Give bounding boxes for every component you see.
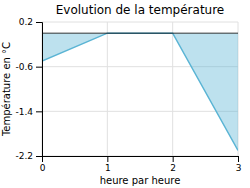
tick: 0.2 <box>19 17 42 27</box>
y-axis-title: Température en °C <box>1 42 12 137</box>
x-axis: 0 1 2 3 <box>40 156 242 173</box>
tick-mark <box>107 156 108 162</box>
title: Evolution de la température <box>56 3 225 17</box>
axis-line <box>36 23 43 157</box>
marks <box>42 33 238 150</box>
tick-mark <box>36 156 42 157</box>
tick: 2 <box>170 156 176 173</box>
grid <box>42 22 238 156</box>
tick: 3 <box>236 156 242 173</box>
tick-label: 2 <box>170 163 176 173</box>
tick: 0 <box>40 156 46 173</box>
tick-label: -0.6 <box>15 62 33 72</box>
grid-line <box>172 22 173 156</box>
tick-label: -1.4 <box>15 107 33 117</box>
tick-label: 0 <box>40 163 46 173</box>
tick-mark <box>36 67 42 68</box>
line <box>42 33 238 150</box>
grid-line <box>42 22 238 23</box>
grid-line <box>42 111 238 112</box>
tick-label: 3 <box>236 163 242 173</box>
tick: -2.2 <box>15 151 42 161</box>
plot: 0 1 2 3 0.2 -0.6 -1.4 -2.2 <box>15 17 241 173</box>
axis-line <box>43 157 239 163</box>
zero-line <box>42 33 238 34</box>
tick-label: 0.2 <box>19 17 33 27</box>
tick: 1 <box>105 156 111 173</box>
tick-mark <box>36 22 42 23</box>
y-axis: 0.2 -0.6 -1.4 -2.2 <box>15 17 42 161</box>
tick: -1.4 <box>15 107 42 117</box>
grid-line <box>107 22 108 156</box>
tick-label: -2.2 <box>15 151 33 161</box>
tick-mark <box>238 156 239 162</box>
tick-mark <box>173 156 174 162</box>
area <box>42 33 238 150</box>
x-axis-title: heure par heure <box>100 175 181 186</box>
tick-label: 1 <box>105 163 111 173</box>
tick-mark <box>36 111 42 112</box>
tick: -0.6 <box>15 62 42 72</box>
chart: 0 1 2 3 0.2 -0.6 -1.4 -2.2 Evolution de la tempé… <box>0 0 250 188</box>
